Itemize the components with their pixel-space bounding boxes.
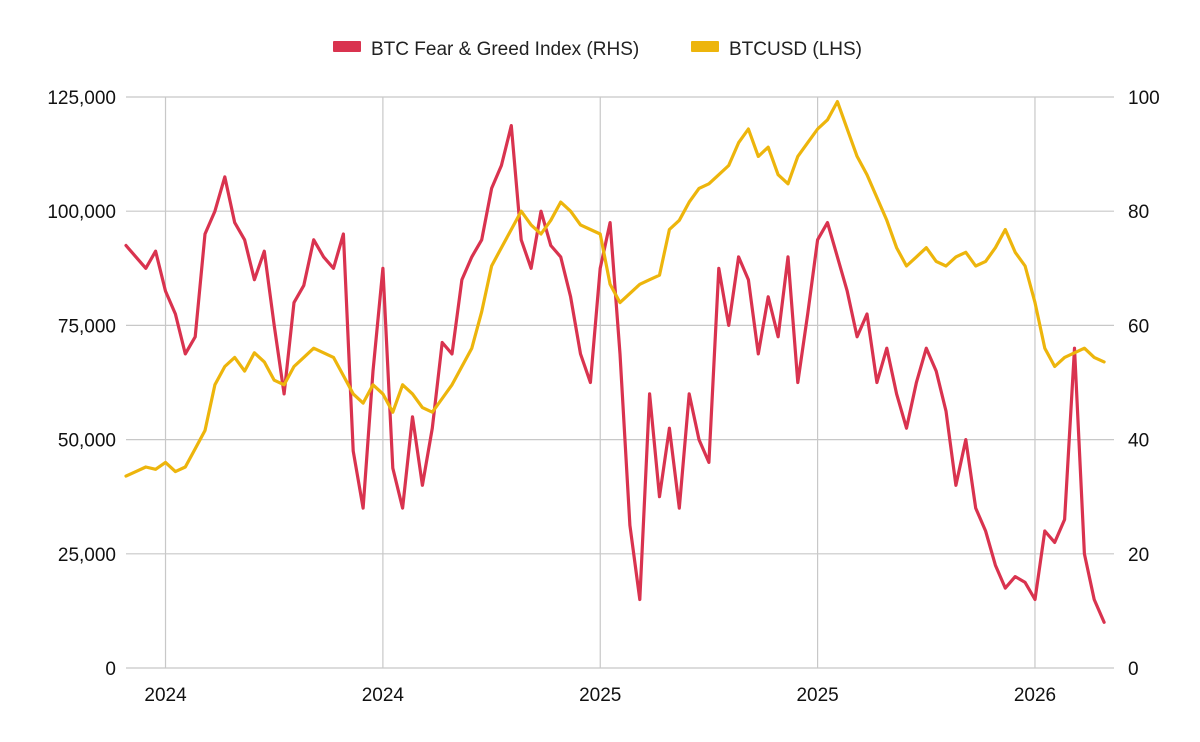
series-fear-greed: [124, 124, 1106, 624]
legend-swatch-fear-greed: [333, 41, 361, 52]
series-line: [124, 100, 1106, 478]
legend: BTC Fear & Greed Index (RHS) BTCUSD (LHS…: [333, 39, 862, 60]
series-line: [124, 124, 1106, 624]
right-tick-label: 100: [1128, 88, 1160, 109]
series-btcusd: [124, 100, 1106, 478]
right-tick-label: 0: [1128, 659, 1139, 680]
x-tick-label: 2025: [579, 685, 621, 706]
left-axis: 0 25,000 50,000 75,000 100,000 125,000: [47, 88, 116, 680]
legend-label-fear-greed: BTC Fear & Greed Index (RHS): [371, 39, 639, 60]
x-tick-label: 2025: [796, 685, 838, 706]
left-tick-label: 100,000: [47, 202, 116, 223]
left-tick-label: 25,000: [58, 545, 116, 566]
right-tick-label: 40: [1128, 431, 1149, 452]
x-tick-label: 2026: [1014, 685, 1056, 706]
left-tick-label: 75,000: [58, 316, 116, 337]
x-axis: 2024 2024 2025 2025 2026: [144, 685, 1056, 706]
x-tick-label: 2024: [362, 685, 405, 706]
left-tick-label: 0: [105, 659, 116, 680]
right-axis: 0 20 40 60 80 100: [1128, 88, 1160, 680]
right-tick-label: 20: [1128, 545, 1149, 566]
right-tick-label: 60: [1128, 316, 1149, 337]
legend-swatch-btcusd: [691, 41, 719, 52]
grid: [126, 96, 1114, 669]
series-layer: [124, 100, 1106, 624]
legend-label-btcusd: BTCUSD (LHS): [729, 39, 862, 60]
x-tick-label: 2024: [144, 685, 187, 706]
right-tick-label: 80: [1128, 202, 1149, 223]
left-tick-label: 50,000: [58, 431, 116, 452]
left-tick-label: 125,000: [47, 88, 116, 109]
